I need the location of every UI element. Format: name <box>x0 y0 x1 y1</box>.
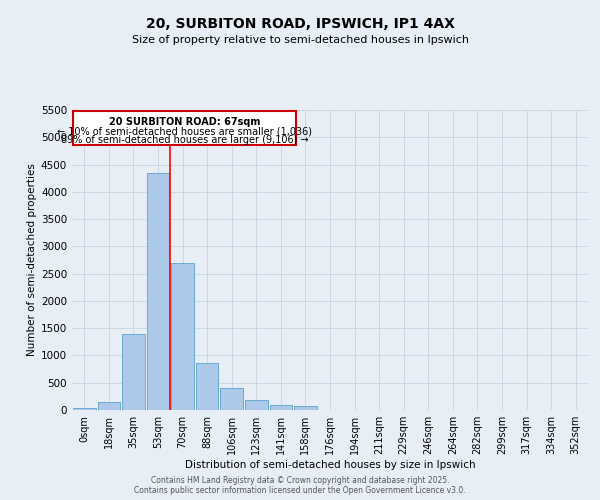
Bar <box>196 362 218 410</box>
Text: ← 10% of semi-detached houses are smaller (1,036): ← 10% of semi-detached houses are smalle… <box>57 126 312 136</box>
Text: 20 SURBITON ROAD: 67sqm: 20 SURBITON ROAD: 67sqm <box>109 116 260 126</box>
Text: Contains HM Land Registry data © Crown copyright and database right 2025.: Contains HM Land Registry data © Crown c… <box>151 476 449 485</box>
Bar <box>73 111 296 146</box>
Text: 20, SURBITON ROAD, IPSWICH, IP1 4AX: 20, SURBITON ROAD, IPSWICH, IP1 4AX <box>146 18 454 32</box>
Bar <box>98 402 120 410</box>
Bar <box>146 172 169 410</box>
Y-axis label: Number of semi-detached properties: Number of semi-detached properties <box>27 164 37 356</box>
X-axis label: Distribution of semi-detached houses by size in Ipswich: Distribution of semi-detached houses by … <box>185 460 475 470</box>
Bar <box>73 408 95 410</box>
Bar <box>294 406 317 410</box>
Bar <box>171 262 194 410</box>
Text: Size of property relative to semi-detached houses in Ipswich: Size of property relative to semi-detach… <box>131 35 469 45</box>
Bar <box>122 334 145 410</box>
Text: Contains public sector information licensed under the Open Government Licence v3: Contains public sector information licen… <box>134 486 466 495</box>
Bar <box>269 404 292 410</box>
Bar <box>245 400 268 410</box>
Bar <box>220 388 243 410</box>
Text: 89% of semi-detached houses are larger (9,106) →: 89% of semi-detached houses are larger (… <box>61 135 308 145</box>
